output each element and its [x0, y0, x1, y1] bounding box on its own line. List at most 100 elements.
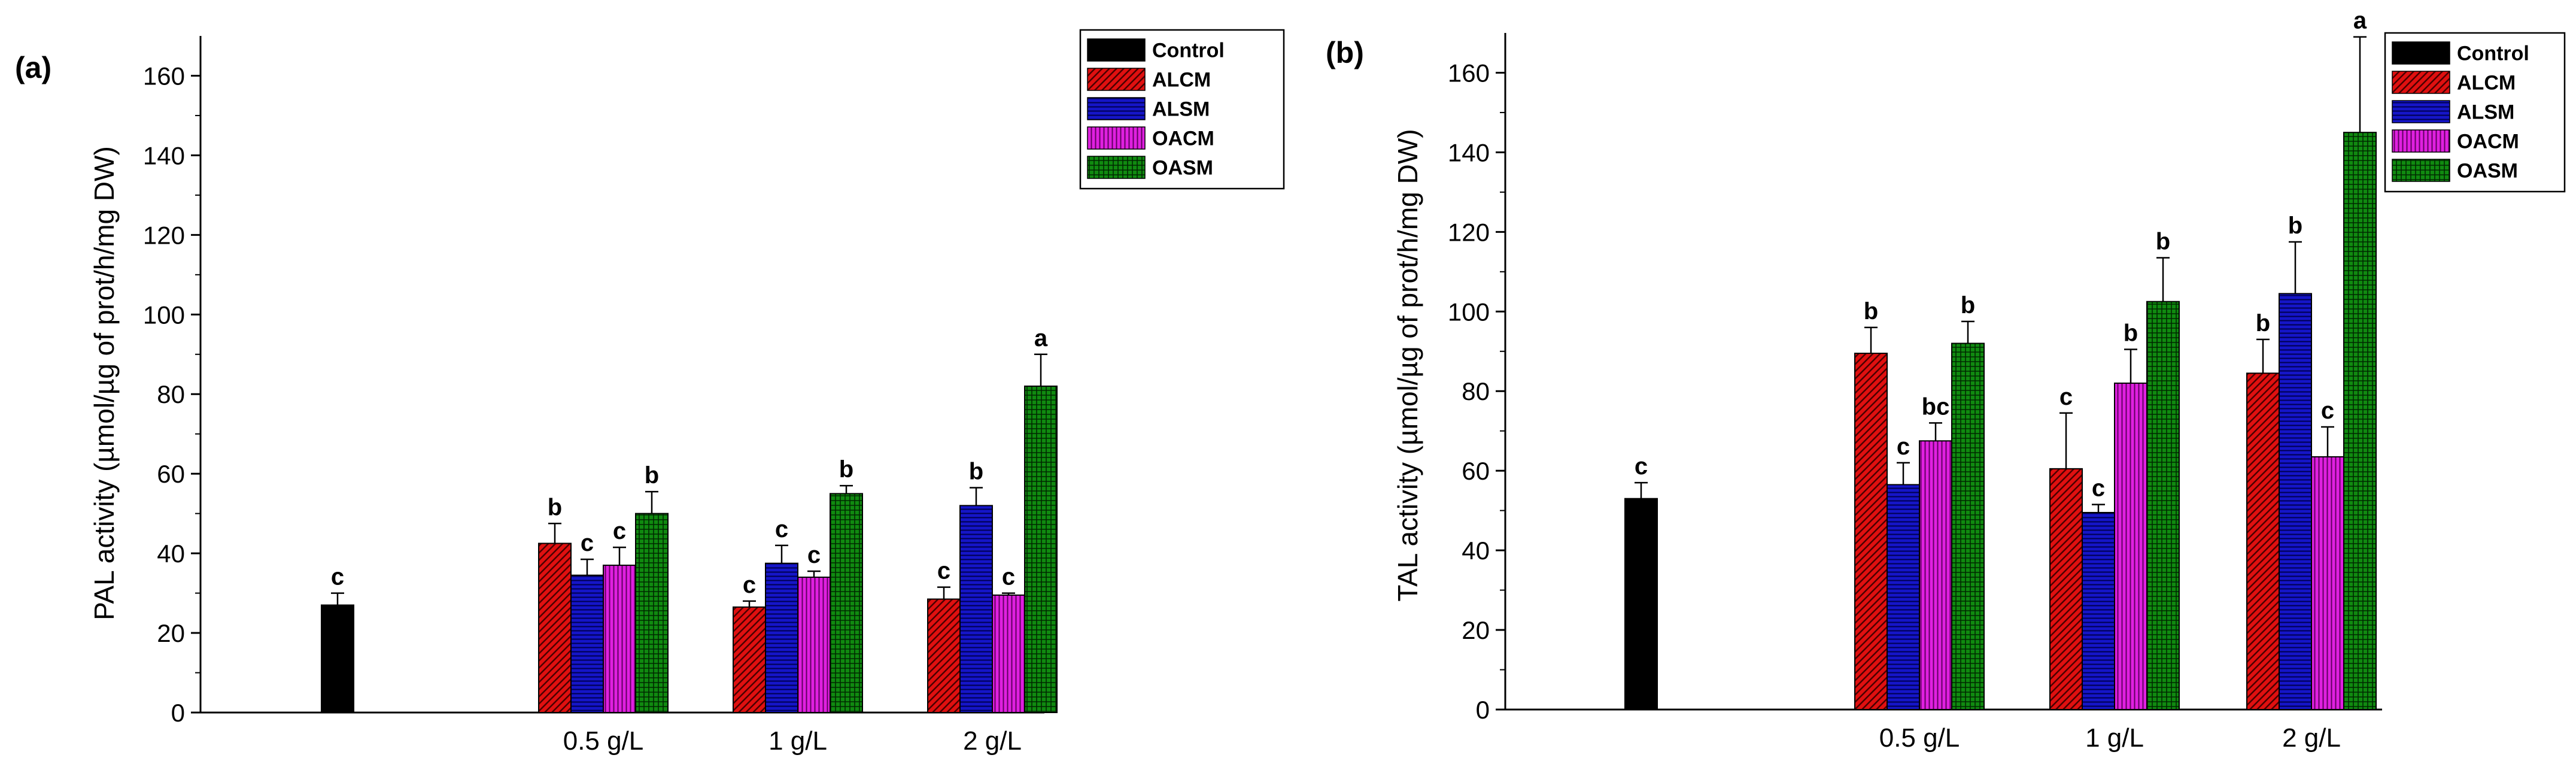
bar-alsm: [959, 505, 993, 714]
legend-swatch-control: [1087, 38, 1146, 62]
legend-swatch-oacm: [1087, 126, 1146, 150]
bar-control: [1624, 498, 1658, 710]
bar-oacm: [1919, 440, 1952, 711]
significance-letter: b: [2256, 310, 2270, 337]
y-tick-label: 160: [1448, 59, 1490, 87]
legend-swatch-alcm: [1087, 68, 1146, 91]
panel-label: (b): [1326, 36, 1364, 69]
legend-label: ALCM: [2457, 71, 2516, 94]
bar-oacm: [2114, 382, 2147, 710]
legend-swatch-alcm: [2392, 71, 2450, 94]
significance-letter: c: [807, 542, 821, 568]
x-tick-label: 2 g/L: [963, 726, 1022, 756]
y-tick-label: 20: [157, 619, 185, 647]
legend-label: ALCM: [1152, 68, 1211, 91]
bar-oacm: [797, 577, 831, 713]
bar-alsm: [1887, 484, 1920, 710]
bar-alsm: [570, 574, 604, 713]
significance-letter: c: [1002, 564, 1015, 590]
significance-letter: b: [839, 456, 853, 483]
bar-oasm: [1024, 385, 1058, 713]
significance-letter: b: [548, 494, 562, 520]
significance-letter: c: [613, 518, 626, 544]
bar-oacm: [2311, 456, 2344, 710]
bar-alsm: [2279, 293, 2312, 711]
y-axis-label: PAL activity (µmol/µg of prot/h/mg DW): [89, 146, 120, 620]
y-tick-label: 40: [1462, 536, 1490, 565]
significance-letter: bc: [1922, 393, 1950, 420]
bar-alcm: [733, 606, 766, 714]
significance-letter: c: [937, 558, 950, 584]
bar-oacm: [603, 565, 636, 714]
bar-alcm: [538, 542, 572, 713]
bar-alcm: [2246, 372, 2280, 710]
legend-swatch-oasm: [2392, 159, 2450, 182]
significance-letter: c: [581, 530, 594, 556]
y-tick-label: 60: [1462, 457, 1490, 485]
legend-label: Control: [1152, 39, 1225, 62]
significance-letter: b: [645, 462, 659, 489]
x-tick-label: 0.5 g/L: [1879, 723, 1960, 753]
bar-oasm: [830, 493, 863, 713]
legend-label: OACM: [2457, 130, 2519, 153]
bar-oasm: [2146, 301, 2180, 711]
significance-letter: c: [2321, 398, 2334, 424]
bar-oasm: [1951, 342, 1985, 710]
significance-letter: c: [331, 564, 344, 590]
x-tick-label: 1 g/L: [2085, 723, 2144, 753]
significance-letter: b: [1961, 292, 1975, 319]
y-tick-label: 80: [157, 380, 185, 408]
legend-swatch-alsm: [2392, 100, 2450, 123]
significance-letter: b: [2156, 229, 2170, 255]
bar-oasm: [2343, 132, 2377, 711]
y-axis-label: TAL activity (µmol/µg of prot/h/mg DW): [1392, 129, 1423, 601]
significance-letter: c: [2092, 475, 2105, 502]
y-tick-label: 120: [143, 221, 185, 249]
bar-oacm: [992, 594, 1025, 713]
bar-oasm: [635, 513, 669, 713]
y-tick-label: 20: [1462, 616, 1490, 644]
significance-letter: b: [2124, 320, 2138, 346]
significance-letter: a: [1034, 325, 1048, 351]
y-tick-label: 100: [143, 301, 185, 329]
significance-letter: c: [743, 572, 756, 598]
x-tick-label: 0.5 g/L: [563, 726, 644, 756]
significance-letter: c: [1635, 453, 1648, 480]
y-tick-label: 160: [143, 62, 185, 90]
bar-alcm: [927, 598, 961, 714]
bar-alcm: [1854, 353, 1888, 710]
y-tick-label: 140: [1448, 138, 1490, 166]
bar-alsm: [2082, 511, 2115, 710]
x-tick-label: 2 g/L: [2282, 723, 2341, 753]
significance-letter: c: [1897, 434, 1910, 460]
legend-swatch-alsm: [1087, 97, 1146, 120]
legend: Control ALCM ALSM OACM OASM: [2384, 32, 2566, 193]
y-tick-label: 0: [1476, 696, 1490, 724]
bar-control: [321, 604, 354, 713]
legend-swatch-control: [2392, 41, 2450, 65]
panel-a: (a) PAL activity (µmol/µg of prot/h/mg D…: [15, 29, 1285, 756]
panel-label: (a): [15, 51, 51, 84]
significance-letter: b: [969, 458, 983, 484]
y-tick-label: 0: [171, 699, 185, 727]
bar-alsm: [765, 562, 798, 713]
legend-swatch-oacm: [2392, 129, 2450, 153]
bar-alcm: [2049, 468, 2083, 711]
legend: Control ALCM ALSM OACM OASM: [1079, 29, 1285, 190]
significance-letter: c: [775, 516, 788, 542]
y-tick-label: 60: [157, 460, 185, 488]
y-tick-label: 120: [1448, 218, 1490, 246]
y-tick-label: 80: [1462, 377, 1490, 405]
significance-letter: a: [2353, 8, 2367, 34]
y-tick-label: 40: [157, 539, 185, 568]
legend-label: ALSM: [1152, 98, 1210, 120]
significance-letter: c: [2059, 384, 2073, 410]
legend-label: Control: [2457, 42, 2529, 65]
significance-letter: b: [1864, 298, 1878, 325]
legend-label: OASM: [1152, 156, 1213, 179]
x-tick-label: 1 g/L: [768, 726, 827, 756]
legend-label: ALSM: [2457, 101, 2514, 123]
legend-swatch-oasm: [1087, 156, 1146, 179]
